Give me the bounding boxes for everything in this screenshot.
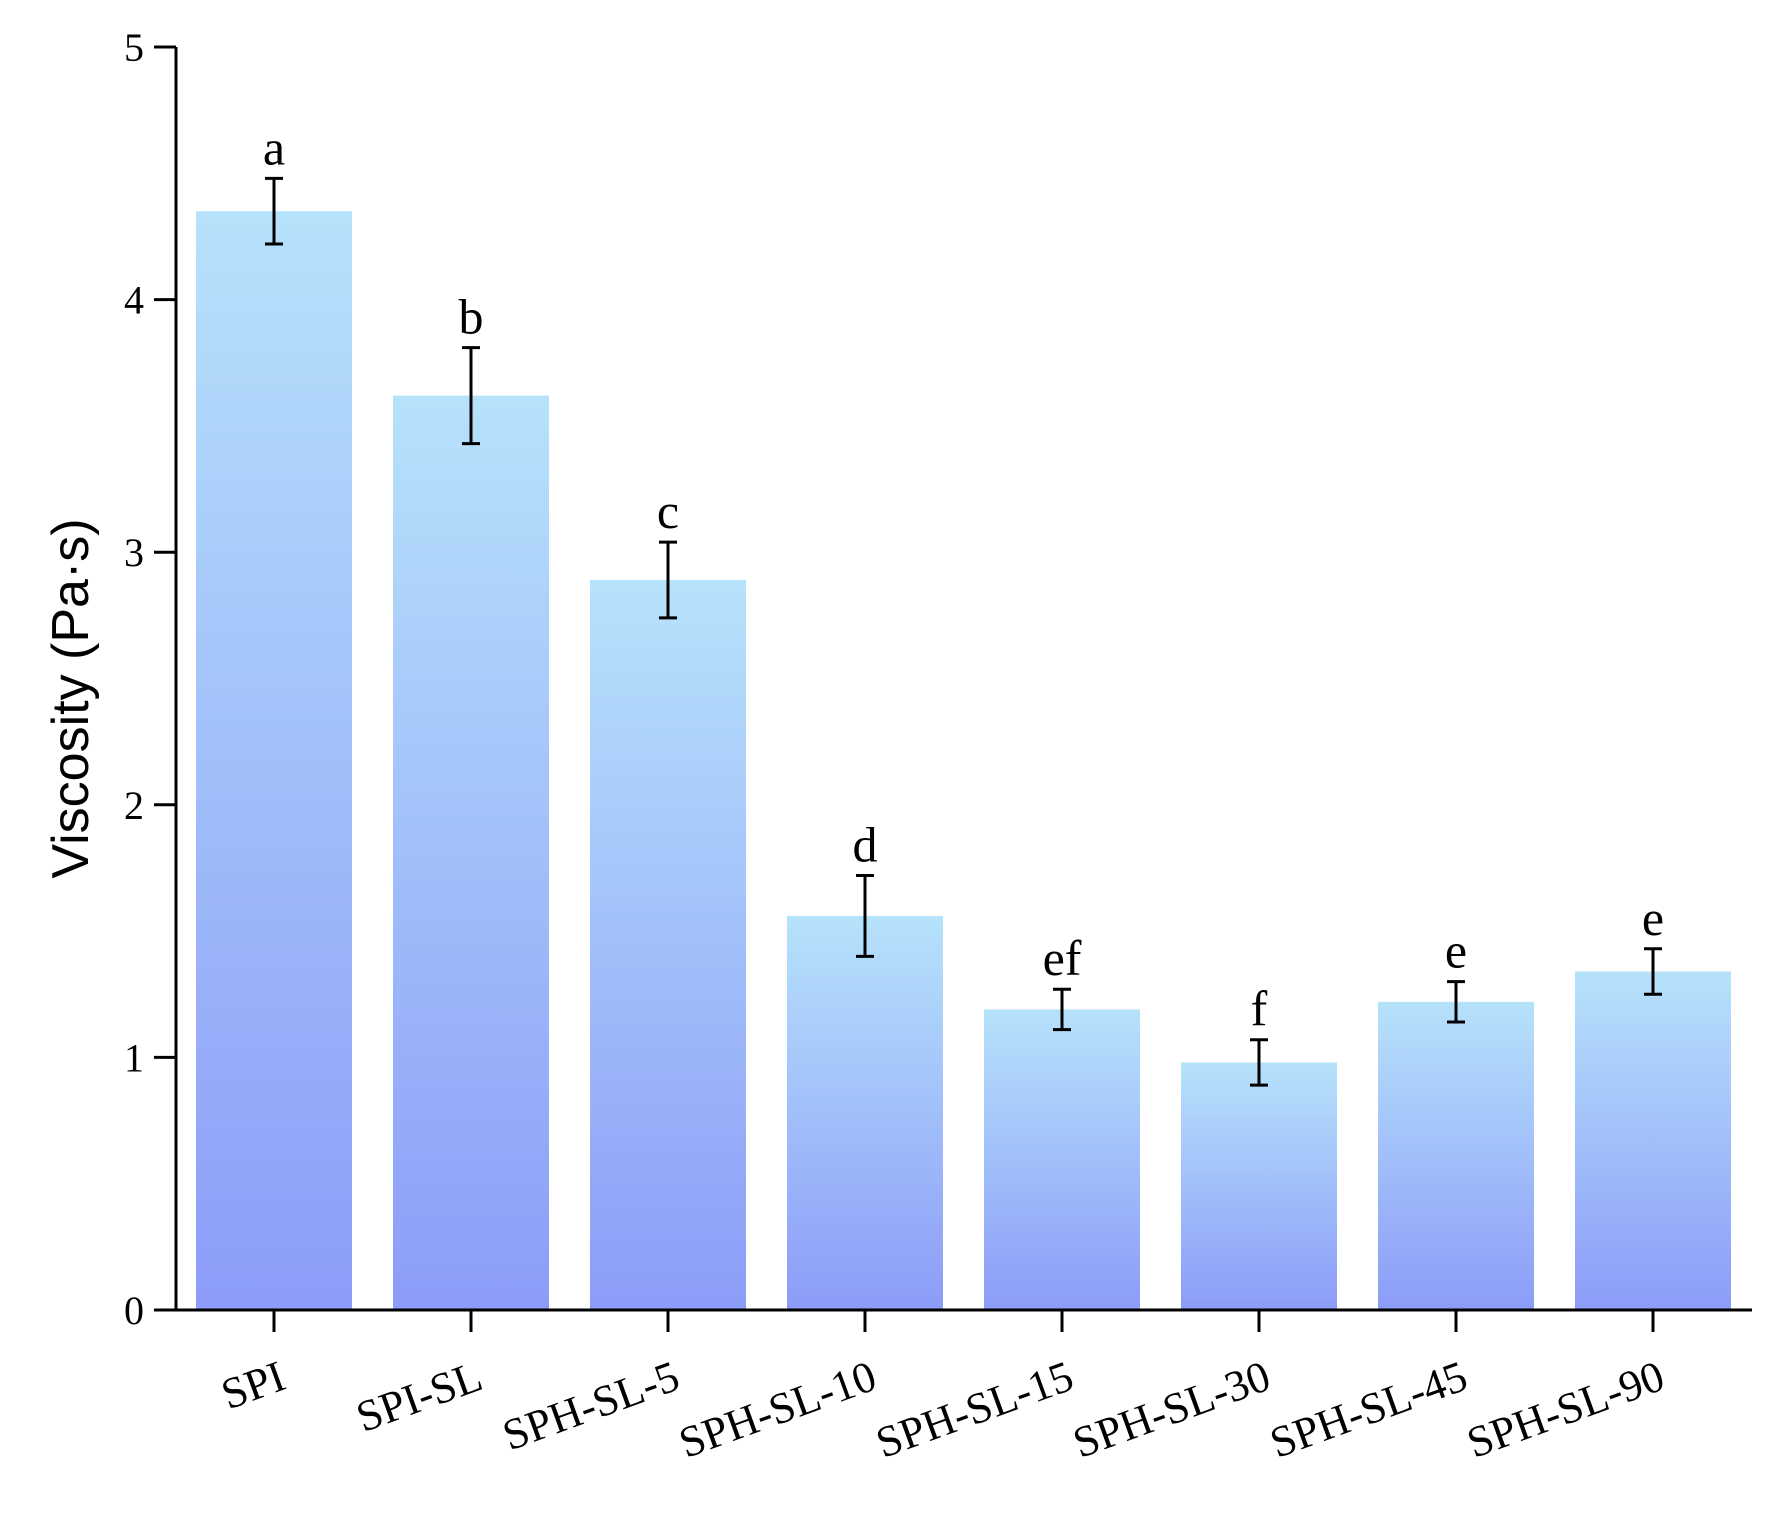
error-bar [462, 346, 480, 446]
y-tick-label: 0 [124, 1288, 144, 1333]
error-bar [1447, 980, 1465, 1024]
y-tick-label: 4 [124, 278, 144, 323]
significance-label: b [459, 289, 484, 345]
bar-spi-sl [393, 395, 549, 1310]
axes-layer [174, 47, 1752, 1312]
y-tick-label: 3 [124, 530, 144, 575]
y-axis-title: Viscosity (Pa·s) [42, 518, 100, 878]
y-tick-label: 1 [124, 1035, 144, 1080]
bar-sph-sl-45 [1378, 1001, 1534, 1310]
y-tick-label: 2 [124, 783, 144, 828]
significance-label: d [853, 817, 878, 873]
bars-layer [196, 211, 1731, 1311]
x-ticks-layer: SPI SPI-SL SPH-SL-5SPH-SL-10SPH-SL-15SPH-S… [215, 1310, 1671, 1468]
error-bar [1250, 1038, 1268, 1087]
x-tick-label: SPH-SL-15 [870, 1351, 1080, 1467]
bar-sph-sl-5 [590, 579, 746, 1310]
significance-label: e [1445, 923, 1467, 979]
x-tick-label: SPH-SL-90 [1461, 1351, 1671, 1467]
y-ticks-layer: 0 1 2 3 4 5 [124, 25, 176, 1333]
x-tick-label: SPI-SL [350, 1351, 489, 1441]
x-tick-label: SPI [215, 1351, 292, 1419]
significance-label: e [1642, 890, 1664, 946]
significance-label: a [263, 119, 285, 175]
bar-sph-sl-30 [1181, 1062, 1337, 1310]
y-tick-label: 5 [124, 25, 144, 70]
significance-label: ef [1043, 930, 1082, 986]
x-tick-label: SPH-SL-30 [1067, 1351, 1277, 1467]
error-bar [265, 176, 283, 246]
x-tick-label: SPH-SL-5 [496, 1351, 685, 1460]
error-bars-layer [265, 176, 1662, 1087]
bar-sph-sl-90 [1575, 971, 1731, 1310]
error-bar [1053, 987, 1071, 1032]
error-bar [856, 874, 874, 958]
significance-labels-layer: a b c d ef f e e [263, 119, 1664, 1036]
significance-label: c [657, 483, 679, 539]
significance-label: f [1251, 981, 1268, 1037]
error-bar [1644, 947, 1662, 996]
x-tick-label: SPH-SL-10 [673, 1351, 883, 1467]
bar-sph-sl-10 [787, 915, 943, 1310]
bar-spi [196, 211, 352, 1311]
error-bar [659, 540, 677, 620]
bar-sph-sl-15 [984, 1009, 1140, 1310]
x-tick-label: SPH-SL-45 [1264, 1351, 1474, 1467]
